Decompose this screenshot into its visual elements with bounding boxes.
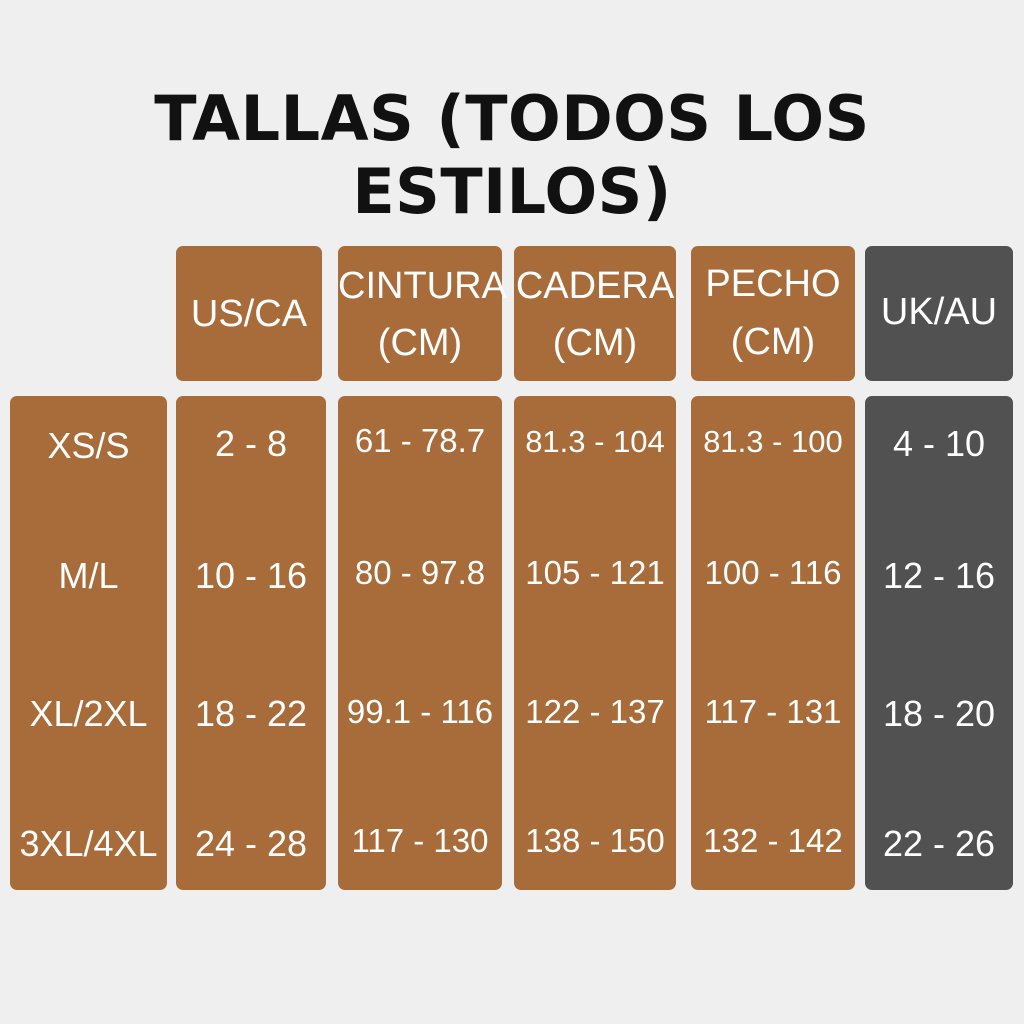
column-sizes: XS/S M/L XL/2XL 3XL/4XL [10, 396, 167, 890]
uk-au-cell: 18 - 20 [882, 693, 996, 734]
header-cintura-line2: (CM) [377, 322, 463, 364]
header-pecho: PECHO (CM) [691, 246, 855, 381]
size-label: M/L [58, 555, 119, 596]
column-uk-au: 4 - 10 12 - 16 18 - 20 22 - 26 [865, 396, 1013, 890]
uk-au-cell: 12 - 16 [882, 555, 996, 596]
header-us-ca: US/CA [176, 246, 322, 381]
size-label: 3XL/4XL [19, 823, 158, 864]
cadera-cell: 138 - 150 [525, 822, 665, 859]
cadera-cell: 122 - 137 [525, 693, 665, 730]
column-pecho: 81.3 - 100 100 - 116 117 - 131 132 - 142 [691, 396, 855, 890]
cadera-cell: 105 - 121 [525, 554, 665, 591]
us-ca-cell: 10 - 16 [194, 555, 308, 596]
cintura-cell: 80 - 97.8 [354, 554, 486, 591]
header-pecho-line1: PECHO [705, 263, 841, 305]
cintura-cell: 99.1 - 116 [346, 693, 494, 730]
cadera-cell: 81.3 - 104 [525, 424, 665, 459]
us-ca-cell: 18 - 22 [194, 693, 308, 734]
us-ca-cell: 2 - 8 [214, 423, 288, 464]
header-cadera: CADERA (CM) [514, 246, 676, 381]
pecho-cell: 100 - 116 [704, 554, 842, 591]
uk-au-cell: 4 - 10 [892, 423, 986, 464]
header-uk-au-label: UK/AU [880, 291, 998, 333]
uk-au-cell: 22 - 26 [882, 823, 996, 864]
pecho-cell: 117 - 131 [704, 693, 842, 730]
size-label: XS/S [47, 425, 130, 466]
header-us-ca-label: US/CA [190, 293, 308, 335]
column-cintura: 61 - 78.7 80 - 97.8 99.1 - 116 117 - 130 [338, 396, 502, 890]
cintura-cell: 117 - 130 [351, 822, 489, 859]
header-cintura-line1: CINTURA [338, 265, 507, 307]
size-label: XL/2XL [29, 693, 148, 734]
header-cadera-line1: CADERA [515, 265, 675, 307]
header-cadera-line2: (CM) [552, 322, 638, 364]
header-cintura: CINTURA (CM) [338, 246, 507, 381]
chart-title: TALLAS (TODOS LOS ESTILOS) [154, 82, 870, 228]
header-pecho-line2: (CM) [730, 321, 816, 363]
column-cadera: 81.3 - 104 105 - 121 122 - 137 138 - 150 [514, 396, 676, 890]
header-uk-au: UK/AU [865, 246, 1013, 381]
us-ca-cell: 24 - 28 [194, 823, 308, 864]
pecho-cell: 81.3 - 100 [703, 424, 843, 459]
column-us-ca: 2 - 8 10 - 16 18 - 22 24 - 28 [176, 396, 326, 890]
cintura-cell: 61 - 78.7 [354, 422, 486, 459]
pecho-cell: 132 - 142 [703, 822, 843, 859]
